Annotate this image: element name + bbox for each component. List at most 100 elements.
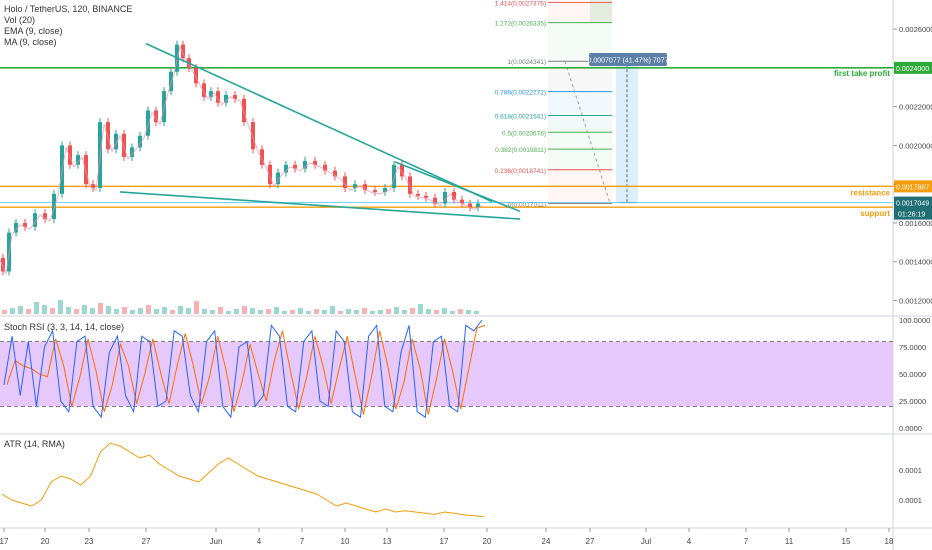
vol-legend[interactable]: Vol (20) <box>4 15 132 26</box>
candle-body <box>106 122 110 149</box>
volume-bar <box>122 307 127 314</box>
volume-bar <box>314 309 319 314</box>
volume-bar <box>2 310 7 314</box>
candle-body <box>268 165 272 184</box>
stoch-tick-label: 75.0000 <box>899 343 926 352</box>
volume-bar <box>226 311 231 314</box>
volume-bar <box>234 309 239 314</box>
fib-label: 0.236(0.0018741) <box>495 168 546 175</box>
volume-bar <box>218 307 223 314</box>
volume-bar <box>386 309 391 314</box>
volume-bar <box>298 308 303 314</box>
atr-legend[interactable]: ATR (14, RMA) <box>4 439 65 450</box>
volume-bar <box>18 306 23 314</box>
volume-bar <box>50 308 55 314</box>
price-tick-label: 0.0022000 <box>899 103 932 112</box>
candle-body <box>392 165 396 188</box>
candle-body <box>84 155 88 184</box>
fib-label: 0.382(0.0019811) <box>495 147 546 154</box>
candle-body <box>122 134 126 157</box>
level-axis-label: 0.0017887 <box>896 184 929 191</box>
volume-bar <box>74 309 79 314</box>
fib-band <box>548 149 612 170</box>
time-tick-label: 4 <box>257 537 262 546</box>
volume-bar <box>194 301 199 314</box>
volume-bar <box>378 310 383 314</box>
time-tick-label: 20 <box>483 537 492 546</box>
volume-bar <box>434 310 439 314</box>
time-tick-label: 18 <box>885 537 894 546</box>
volume-bar <box>290 310 295 314</box>
stoch-tick-label: 50.0000 <box>899 370 926 379</box>
fib-label: 1(0.0024341) <box>507 59 546 66</box>
symbol-title[interactable]: Holo / TetherUS, 120, BINANCE <box>4 4 132 15</box>
time-tick-label: 17 <box>0 537 9 546</box>
time-tick-label: 7 <box>744 537 749 546</box>
time-tick-label: 27 <box>586 537 595 546</box>
candle-body <box>284 165 288 173</box>
candle-body <box>251 122 255 149</box>
volume-bar <box>274 307 279 314</box>
stoch-band <box>0 342 893 407</box>
volume-bar <box>322 310 327 314</box>
time-tick-label: 27 <box>142 537 151 546</box>
volume-bar <box>178 306 183 314</box>
volume-bar <box>338 311 343 314</box>
level-label-first-take-profit: first take profit <box>834 69 890 78</box>
volume-bar <box>418 304 423 314</box>
candle-body <box>424 196 428 198</box>
fib-label: 1.272(0.0026335) <box>495 21 546 28</box>
volume-bar <box>130 310 135 314</box>
volume-bar <box>186 308 191 314</box>
fib-band <box>548 116 612 133</box>
candle-body <box>373 190 377 192</box>
volume-bar <box>34 302 39 314</box>
fib-band <box>548 132 612 149</box>
time-tick-label: 24 <box>542 537 551 546</box>
time-tick-label: Jul <box>641 537 651 546</box>
volume-bar <box>146 305 151 314</box>
volume-bar <box>426 309 431 314</box>
volume-bar <box>210 310 215 314</box>
volume-bar <box>98 303 103 314</box>
time-tick-label: 20 <box>41 537 50 546</box>
volume-bar <box>114 309 119 314</box>
ma-line <box>0 47 482 274</box>
ema-legend[interactable]: EMA (9, close) <box>4 26 132 37</box>
fib-label: 0.618(0.0021541) <box>495 114 546 121</box>
volume-bar <box>26 309 31 314</box>
ma-legend[interactable]: MA (9, close) <box>4 37 132 48</box>
atr-tick-label: 0.0001 <box>899 496 922 505</box>
candle-body <box>416 194 420 196</box>
candle-body <box>162 91 166 122</box>
volume-bar <box>306 311 311 314</box>
volume-bar <box>154 309 159 314</box>
price-tick-label: 0.0014000 <box>899 258 932 267</box>
volume-bar <box>474 311 479 314</box>
volume-bar <box>442 308 447 314</box>
volume-bar <box>354 310 359 314</box>
stoch-legend[interactable]: Stoch RSI (3, 3, 14, 14, close) <box>4 322 124 333</box>
volume-bar <box>370 311 375 314</box>
fib-label: 1.414(0.0027376) <box>495 0 546 7</box>
price-tick-label: 0.0012000 <box>899 296 932 305</box>
volume-bar <box>466 310 471 314</box>
price-tick-label: 0.0020000 <box>899 141 932 150</box>
candle-body <box>242 99 246 122</box>
volume-bar <box>258 310 263 314</box>
time-tick-label: Jun <box>210 537 223 546</box>
volume-bar <box>250 308 255 314</box>
stoch-tick-label: 100.0000 <box>899 316 930 325</box>
volume-bar <box>66 307 71 314</box>
volume-bar <box>282 311 287 314</box>
volume-bar <box>170 310 175 314</box>
candle-body <box>52 194 56 219</box>
volume-bar <box>394 307 399 314</box>
time-tick-label: 7 <box>300 537 305 546</box>
fib-label: 0.5(0.0020676) <box>502 130 546 137</box>
time-tick-label: 10 <box>341 537 350 546</box>
candle-body <box>68 145 72 164</box>
measure-label: 0.0007077 (41.47%) 7077 <box>588 58 669 65</box>
